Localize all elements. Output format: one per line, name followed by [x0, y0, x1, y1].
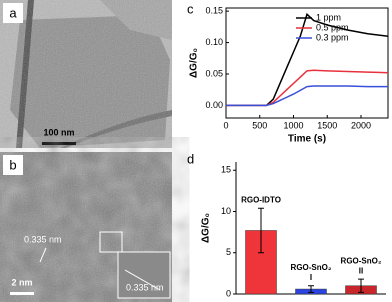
y-tick-label: 10: [221, 206, 231, 216]
panel-label: b: [9, 157, 16, 172]
x-tick-label: 1000: [283, 120, 303, 130]
y-tick-label: 0.10: [205, 37, 223, 47]
y-axis-label: ΔG/G₀: [189, 48, 200, 78]
error-bar: [358, 278, 364, 293]
x-tick-label: 0: [223, 120, 228, 130]
error-bar: [308, 285, 314, 293]
inset: [117, 251, 171, 299]
lattice-label: 0.335 nm: [126, 282, 164, 292]
error-bar: [258, 207, 264, 254]
y-tick-label: 0.00: [205, 100, 223, 110]
scale-bar: [10, 292, 34, 295]
micrograph-a: a 100 nm: [0, 0, 172, 148]
x-tick-label: 2000: [351, 120, 371, 130]
plot-frame: [225, 7, 389, 119]
y-tick-label: 5: [226, 247, 231, 257]
panel-label: a: [9, 5, 17, 20]
lattice-marker: [39, 247, 47, 263]
zoom-box: [99, 231, 123, 253]
fringe-marker: [124, 269, 161, 291]
category-label: RGO-IDTO: [241, 195, 281, 204]
category-label: RGO-SnO₂: [291, 263, 332, 272]
legend-label: 0.3 ppm: [316, 32, 349, 42]
y-tick-label: 0.05: [205, 68, 223, 78]
micrograph-b: b 0.335 nm 0.335 nm 2 nm: [0, 152, 172, 302]
panel-label: c: [187, 1, 194, 16]
y-tick-label: 15: [221, 165, 231, 175]
scale-bar: [42, 142, 76, 145]
y-tick-label: 0.15: [205, 6, 223, 16]
legend-label: 1 ppm: [316, 12, 341, 22]
series-line: [226, 85, 388, 107]
series-line: [226, 69, 389, 107]
x-axis-label: Time (s): [288, 134, 326, 145]
y-tick-label: 0: [226, 288, 231, 298]
panel-label: d: [187, 151, 194, 166]
category-label: RGO-SnO₂: [341, 256, 382, 265]
panel-label-box: [3, 155, 23, 175]
scale-label: 100 nm: [43, 127, 74, 137]
category-label: I: [310, 273, 312, 282]
lattice-label: 0.335 nm: [24, 234, 62, 244]
category-label: II: [359, 266, 363, 275]
panel-label-box: [3, 3, 23, 23]
scale-label: 2 nm: [11, 277, 32, 287]
legend-label: 0.5 ppm: [316, 22, 349, 32]
x-tick-label: 500: [252, 120, 267, 130]
x-tick-label: 1500: [317, 120, 337, 130]
y-axis-label: ΔG/G₀: [201, 213, 212, 243]
